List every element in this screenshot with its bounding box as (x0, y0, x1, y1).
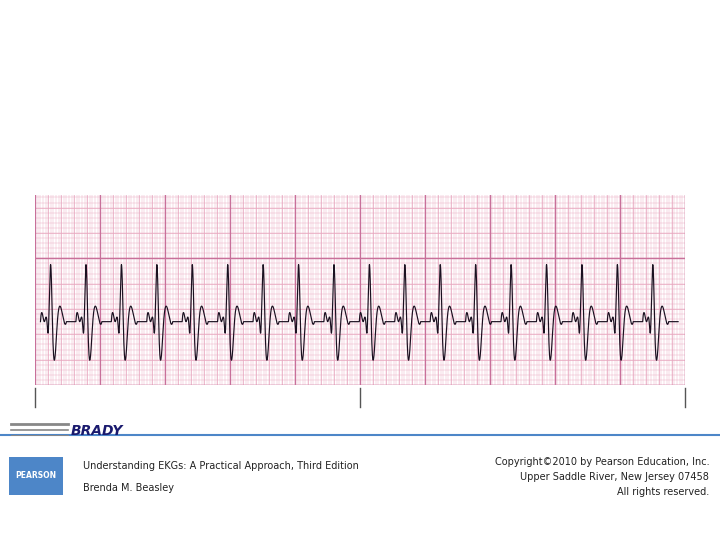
Text: Copyright©2010 by Pearson Education, Inc.
Upper Saddle River, New Jersey 07458
A: Copyright©2010 by Pearson Education, Inc… (495, 457, 709, 497)
FancyBboxPatch shape (9, 457, 63, 495)
Text: Sinus Tachycardia: Sinus Tachycardia (199, 33, 521, 67)
Text: Brenda M. Beasley: Brenda M. Beasley (83, 483, 174, 492)
Text: Understanding EKGs: A Practical Approach, Third Edition: Understanding EKGs: A Practical Approach… (83, 461, 359, 471)
Text: PEARSON: PEARSON (15, 471, 56, 481)
Text: BRADY: BRADY (71, 424, 123, 438)
